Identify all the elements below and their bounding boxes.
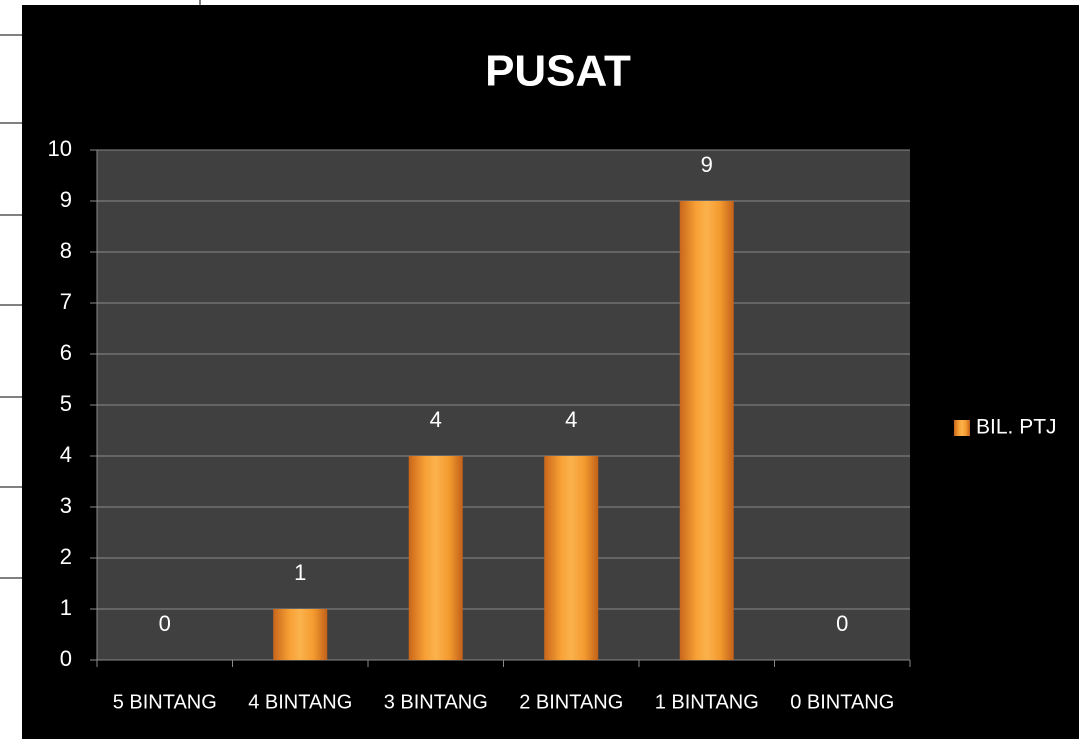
legend-label: BIL. PTJ (976, 416, 1057, 439)
data-label: 1 (294, 560, 306, 585)
y-tick-label: 4 (60, 442, 72, 467)
y-tick-label: 3 (60, 493, 72, 518)
data-label: 4 (565, 407, 577, 432)
x-tick-label: 1 BINTANG (655, 691, 759, 713)
x-tick-label: 4 BINTANG (248, 691, 352, 713)
data-label: 4 (430, 407, 442, 432)
y-tick-label: 0 (60, 646, 72, 671)
x-tick-label: 3 BINTANG (384, 691, 488, 713)
y-tick-label: 7 (60, 289, 72, 314)
y-tick-label: 10 (48, 136, 72, 161)
data-label: 0 (159, 611, 171, 636)
y-tick-label: 1 (60, 595, 72, 620)
bar (679, 201, 734, 660)
y-tick-label: 8 (60, 238, 72, 263)
bar (544, 456, 599, 660)
data-label: 9 (701, 152, 713, 177)
data-label: 0 (836, 611, 848, 636)
legend-swatch (954, 420, 970, 436)
x-tick-label: 5 BINTANG (113, 691, 217, 713)
table-fragment (0, 0, 201, 579)
y-tick-label: 6 (60, 340, 72, 365)
bar (273, 609, 328, 660)
bar (408, 456, 463, 660)
y-tick-label: 9 (60, 187, 72, 212)
x-tick-label: 0 BINTANG (790, 691, 894, 713)
x-tick-label: 2 BINTANG (519, 691, 623, 713)
y-tick-label: 2 (60, 544, 72, 569)
y-tick-label: 5 (60, 391, 72, 416)
chart-title: PUSAT (485, 47, 631, 96)
